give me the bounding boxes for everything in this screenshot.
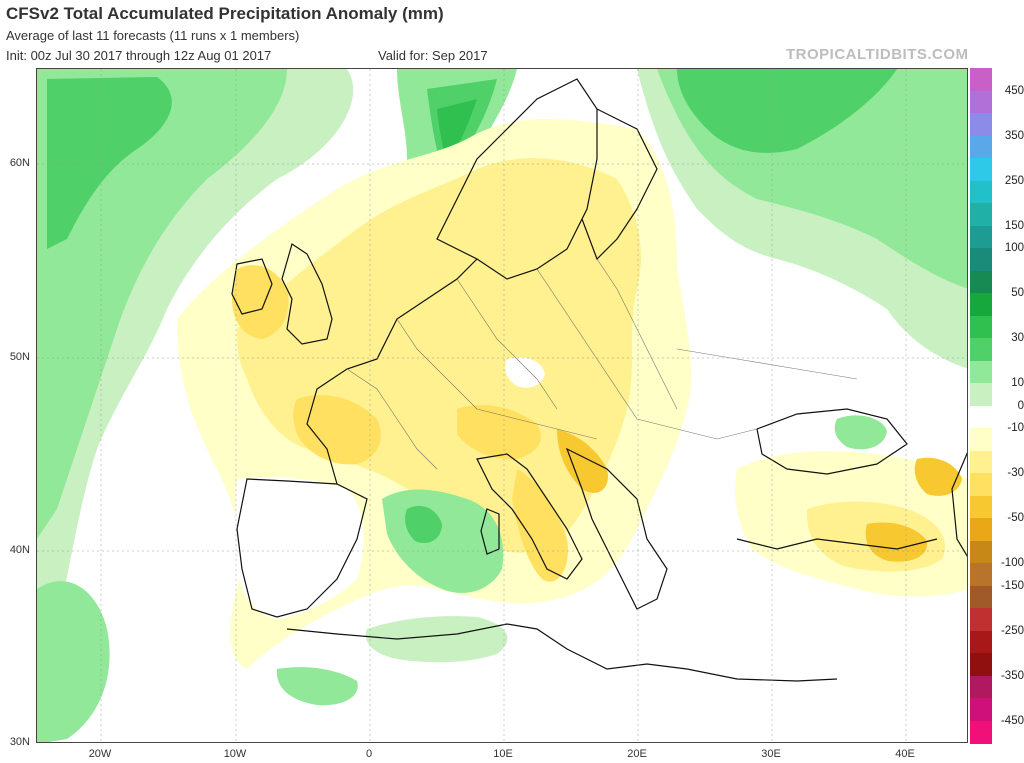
lon-label-40e: 40E <box>895 748 915 760</box>
colorbar-segment <box>970 630 992 654</box>
colorbar-segment <box>970 518 992 541</box>
colorbar-tick-label: 350 <box>1004 129 1024 142</box>
valid-time: Valid for: Sep 2017 <box>378 48 488 63</box>
colorbar-segment <box>970 653 992 676</box>
northeast-wet-core <box>677 69 897 153</box>
lon-label-30e: 30E <box>761 748 781 760</box>
colorbar-segment <box>970 563 992 586</box>
colorbar-segment <box>970 113 992 136</box>
colorbar-segment <box>970 270 992 294</box>
colorbar-tick-label: -150 <box>1000 579 1024 592</box>
atlantic-wet-anomaly-2 <box>37 69 287 539</box>
colorbar-segment <box>970 428 992 451</box>
chart-subtitle: Average of last 11 forecasts (11 runs x … <box>6 28 300 43</box>
map-canvas <box>37 69 967 742</box>
colorbar-tick-label: 50 <box>1011 287 1024 299</box>
colorbar-segment <box>970 68 992 91</box>
colorbar <box>970 68 992 744</box>
lat-label-50n: 50N <box>9 351 30 363</box>
lat-label-30n: 30N <box>9 736 30 748</box>
colorbar-segment <box>970 203 992 226</box>
lon-label-10e: 10E <box>493 748 513 760</box>
lat-label-40n: 40N <box>9 544 30 556</box>
italy-dry-core <box>512 469 568 582</box>
colorbar-segment <box>970 180 992 204</box>
europe-dry-core-alps <box>457 404 541 460</box>
colorbar-segment <box>970 698 992 721</box>
chart-title: CFSv2 Total Accumulated Precipitation An… <box>6 4 444 23</box>
colorbar-segment <box>970 90 992 114</box>
colorbar-tick-label: 0 <box>1017 399 1024 412</box>
colorbar-segment <box>970 675 992 699</box>
black-sea-wet <box>834 415 887 450</box>
colorbar-tick-label: 250 <box>1004 174 1024 187</box>
colorbar-segment <box>970 720 992 744</box>
colorbar-segment <box>970 225 992 249</box>
caucasus-dry-core <box>914 457 962 496</box>
colorbar-tick-label: 450 <box>1004 84 1024 97</box>
graticule <box>37 69 967 742</box>
lon-label-20e: 20E <box>627 748 647 760</box>
colorbar-segment <box>970 360 992 384</box>
anatolia-dry-core <box>865 522 928 562</box>
colorbar-segment <box>970 135 992 159</box>
europe-dry-core-west <box>293 395 381 465</box>
colorbar-tick-label: -100 <box>1000 557 1024 569</box>
colorbar-tick-label: -10 <box>1007 422 1024 434</box>
colorbar-tick-label: -50 <box>1007 512 1024 524</box>
lon-label-0: 0 <box>365 748 373 760</box>
coastlines <box>231 78 967 682</box>
eastern-europe-neutral <box>677 249 967 499</box>
colorbar-segment <box>970 383 992 406</box>
colorbar-segment <box>970 540 992 564</box>
lon-label-10w: 10W <box>223 748 247 760</box>
colorbar-segment <box>970 315 992 339</box>
colorbar-tick-label: 10 <box>1011 377 1024 389</box>
colorbar-segment <box>970 473 992 496</box>
west-med-wet-core <box>405 505 442 544</box>
colorbar-tick-label: -30 <box>1007 467 1024 479</box>
lon-label-20w: 20W <box>88 748 112 760</box>
colorbar-tick-label: 30 <box>1011 332 1024 344</box>
colorbar-tick-label: 150 <box>1004 219 1024 232</box>
colorbar-segment <box>970 585 992 609</box>
iberia-neutral <box>235 477 364 619</box>
central-europe-neutral <box>505 357 545 388</box>
balkan-dry-core <box>557 429 608 493</box>
colorbar-segment <box>970 338 992 361</box>
colorbar-tick-label: 100 <box>1004 242 1024 254</box>
colorbar-segment <box>970 248 992 271</box>
colorbar-segment <box>970 495 992 519</box>
colorbar-segment <box>970 608 992 631</box>
colorbar-segment <box>970 450 992 474</box>
north-africa-wet-1 <box>365 616 508 663</box>
colorbar-tick-label: -350 <box>1000 669 1024 682</box>
colorbar-tick-label: -450 <box>1000 714 1024 727</box>
colorbar-segment <box>970 405 992 429</box>
brand-watermark: TROPICALTIDBITS.COM <box>786 46 969 63</box>
atlantic-wet-core <box>47 77 172 249</box>
lat-label-60n: 60N <box>9 157 30 169</box>
precipitation-anomaly-map <box>36 68 968 743</box>
colorbar-segment <box>970 293 992 316</box>
country-borders <box>346 258 858 470</box>
british-isles-dry <box>232 265 289 339</box>
init-time: Init: 00z Jul 30 2017 through 12z Aug 01… <box>6 48 272 63</box>
atlantic-wet-core-2 <box>37 581 110 742</box>
colorbar-segment <box>970 158 992 181</box>
north-africa-wet-2 <box>276 667 358 706</box>
colorbar-tick-label: -250 <box>1000 624 1024 637</box>
